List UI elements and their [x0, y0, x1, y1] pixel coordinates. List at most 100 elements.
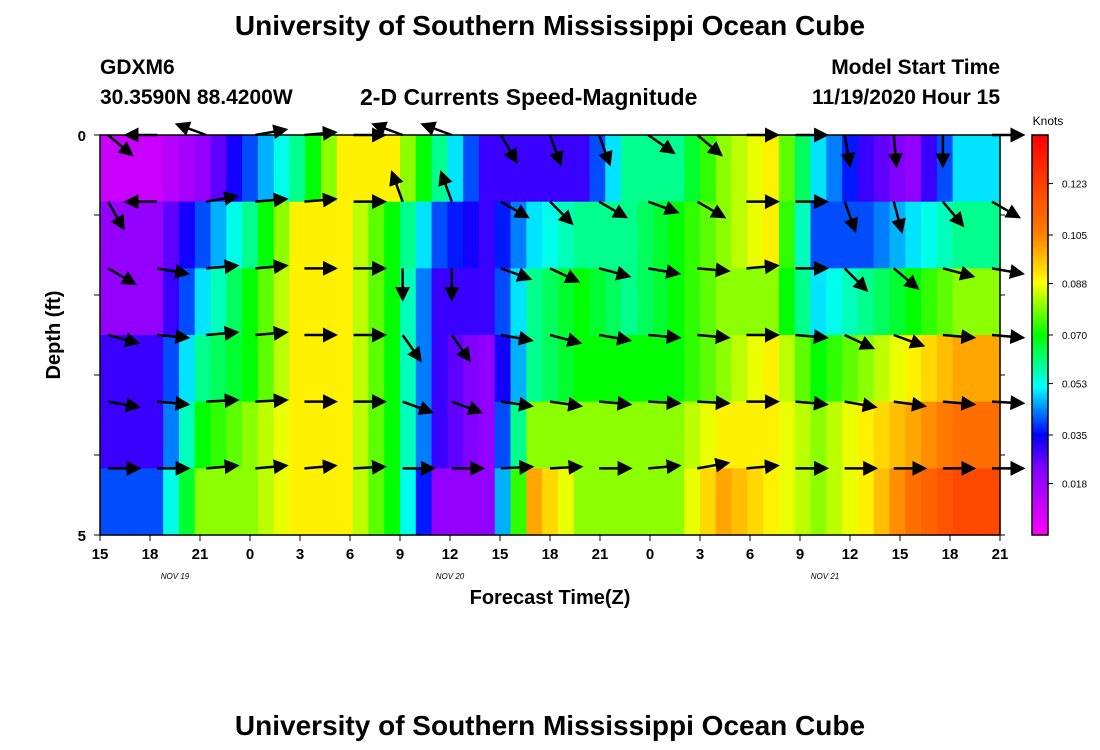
current-vector-arrow: [648, 459, 682, 475]
current-vector-arrow: [942, 395, 977, 411]
heat-cell: [352, 135, 370, 203]
heat-cell: [321, 201, 338, 269]
heat-cell: [573, 335, 591, 403]
heat-cell: [873, 335, 891, 403]
heat-cell: [131, 201, 148, 269]
heat-cell: [715, 135, 733, 203]
heat-cell: [242, 135, 259, 203]
day-label: NOV 19: [161, 572, 190, 581]
heat-cell: [368, 335, 385, 403]
heat-cell: [289, 468, 306, 536]
heat-cell: [478, 268, 496, 336]
heat-cell: [715, 468, 733, 536]
current-vector-arrow: [844, 397, 878, 413]
current-vector-arrow: [548, 134, 564, 167]
heat-cell: [400, 401, 417, 469]
x-tick-label: 15: [492, 546, 509, 563]
heat-cell: [305, 335, 322, 403]
heat-cell: [463, 401, 480, 469]
y-tick-label: 0: [78, 128, 86, 145]
heat-cell: [842, 135, 859, 203]
heat-cell: [747, 468, 764, 536]
heat-cell: [684, 268, 701, 336]
heat-cell: [968, 201, 985, 269]
heat-cell: [984, 335, 1001, 403]
heat-cell: [668, 335, 685, 403]
heat-cell: [257, 468, 275, 536]
chart-title-bottom: University of Southern Mississippi Ocean…: [234, 710, 866, 741]
x-tick-label: 15: [892, 546, 909, 563]
heat-cell: [715, 201, 733, 269]
heat-cell: [305, 268, 322, 336]
heat-cell: [463, 335, 480, 403]
heat-cell: [226, 268, 243, 336]
x-tick-label: 3: [696, 546, 704, 563]
heat-cell: [415, 201, 433, 269]
heat-cell: [100, 268, 117, 336]
heat-cell: [447, 468, 464, 536]
current-vector-arrow: [991, 200, 1022, 219]
heat-cell: [384, 401, 401, 469]
current-vector-arrow: [499, 134, 518, 165]
current-vector-arrow: [795, 395, 829, 411]
heat-cell: [810, 268, 827, 336]
heat-cell: [163, 401, 180, 469]
heat-cell: [321, 401, 338, 469]
current-vector-arrow: [107, 134, 134, 157]
heat-cell: [763, 268, 780, 336]
heat-cell: [889, 468, 906, 536]
heat-cell: [810, 468, 827, 536]
heat-cell: [336, 135, 354, 203]
heat-cell: [826, 135, 843, 203]
heat-cell: [289, 335, 306, 403]
heat-cell: [242, 401, 259, 469]
heat-cell: [400, 135, 417, 203]
heat-cell: [321, 268, 338, 336]
heat-cell: [115, 401, 133, 469]
heat-cell: [178, 268, 196, 336]
heat-cell: [100, 468, 117, 536]
heat-cell: [131, 268, 148, 336]
current-vector-arrow: [206, 393, 240, 409]
heat-cell: [763, 201, 780, 269]
current-vector-arrow: [500, 267, 533, 282]
heat-cell: [605, 401, 622, 469]
current-vector-arrow: [174, 121, 207, 137]
heat-cell: [936, 135, 954, 203]
heat-cell: [305, 201, 322, 269]
heat-cell: [147, 335, 164, 403]
current-vector-arrow: [156, 264, 191, 279]
heat-cell: [447, 335, 464, 403]
heat-cell: [431, 401, 448, 469]
current-vector-arrow: [549, 200, 574, 226]
heat-cell: [700, 201, 717, 269]
heat-cell: [573, 401, 591, 469]
heat-cell: [542, 468, 559, 536]
current-vector-arrow: [549, 459, 584, 475]
heat-cell: [257, 268, 275, 336]
heat-cell: [494, 201, 512, 269]
heat-cell: [684, 401, 701, 469]
heat-cell: [968, 135, 985, 203]
heat-cell: [368, 201, 385, 269]
heat-cell: [763, 401, 780, 469]
heat-cell: [447, 268, 464, 336]
heat-cell: [778, 201, 796, 269]
heat-cell: [636, 268, 654, 336]
heat-cell: [289, 401, 306, 469]
heat-cell: [842, 201, 859, 269]
x-tick-label: 0: [646, 546, 654, 563]
heat-cell: [715, 401, 733, 469]
heat-cell: [905, 401, 922, 469]
x-tick-label: 9: [396, 546, 404, 563]
heat-cell: [794, 335, 812, 403]
x-tick-label: 6: [346, 546, 354, 563]
heat-cell: [605, 468, 622, 536]
heat-cell: [257, 201, 275, 269]
heat-cell: [557, 468, 575, 536]
heat-cell: [636, 468, 654, 536]
heat-cell: [842, 468, 859, 536]
heat-cell: [115, 268, 133, 336]
heatmap-cells: [100, 135, 1001, 536]
heat-cell: [100, 135, 117, 203]
